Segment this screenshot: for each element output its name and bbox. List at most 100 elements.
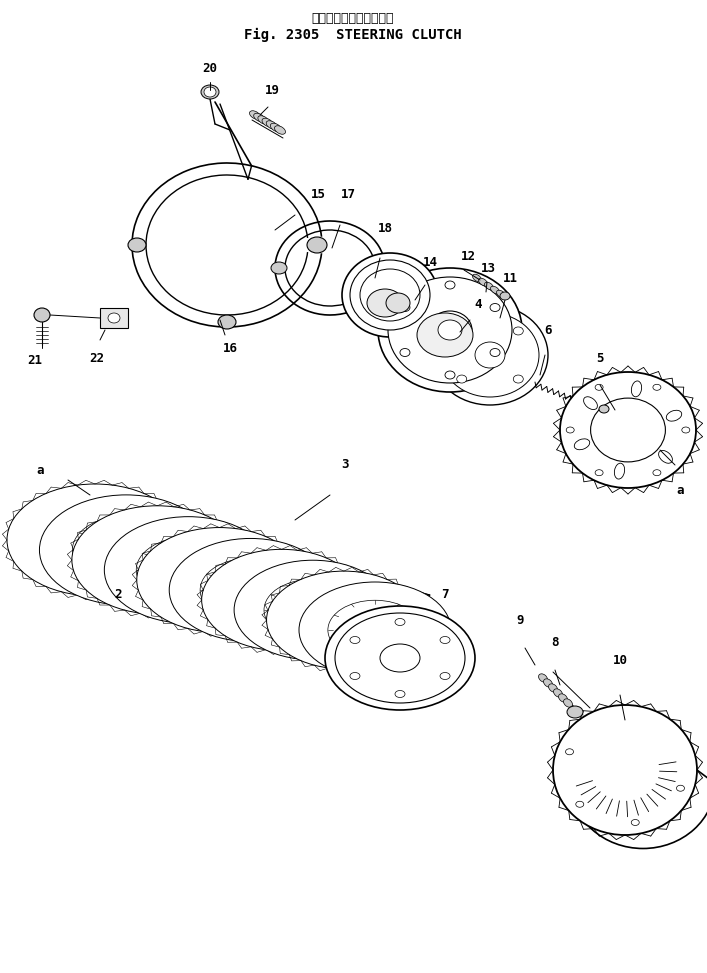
Text: 16: 16 <box>223 342 238 354</box>
Text: 18: 18 <box>378 222 392 234</box>
Text: 3: 3 <box>341 458 349 472</box>
Ellipse shape <box>201 550 362 651</box>
Ellipse shape <box>440 636 450 643</box>
Ellipse shape <box>631 819 639 825</box>
Text: Fig. 2305  STEERING CLUTCH: Fig. 2305 STEERING CLUTCH <box>244 28 462 42</box>
Ellipse shape <box>250 111 260 120</box>
Ellipse shape <box>335 613 465 703</box>
Text: 17: 17 <box>341 189 356 201</box>
Ellipse shape <box>496 290 506 298</box>
Text: 10: 10 <box>612 654 628 667</box>
Ellipse shape <box>350 672 360 679</box>
Ellipse shape <box>242 575 322 626</box>
Ellipse shape <box>554 689 563 698</box>
Ellipse shape <box>614 463 624 479</box>
Ellipse shape <box>234 560 392 660</box>
Ellipse shape <box>218 315 236 329</box>
Ellipse shape <box>539 674 547 682</box>
Ellipse shape <box>395 619 405 626</box>
Ellipse shape <box>566 749 573 755</box>
Ellipse shape <box>559 694 568 703</box>
Ellipse shape <box>417 313 473 357</box>
Ellipse shape <box>299 582 451 678</box>
Ellipse shape <box>386 293 410 313</box>
Ellipse shape <box>72 516 180 584</box>
Text: 5: 5 <box>596 351 604 365</box>
Ellipse shape <box>566 427 574 433</box>
Ellipse shape <box>342 253 438 337</box>
Ellipse shape <box>428 311 472 349</box>
Ellipse shape <box>682 427 690 433</box>
Ellipse shape <box>653 384 661 390</box>
Ellipse shape <box>307 237 327 253</box>
Ellipse shape <box>200 559 301 622</box>
Ellipse shape <box>34 308 50 322</box>
Ellipse shape <box>115 533 200 587</box>
Text: 8: 8 <box>551 635 559 648</box>
Ellipse shape <box>563 699 573 707</box>
Ellipse shape <box>513 327 523 335</box>
Ellipse shape <box>491 286 499 294</box>
Ellipse shape <box>204 87 216 97</box>
Ellipse shape <box>490 348 500 356</box>
Text: 6: 6 <box>544 323 551 337</box>
Ellipse shape <box>169 538 332 641</box>
Ellipse shape <box>479 278 487 286</box>
Ellipse shape <box>40 495 213 605</box>
Ellipse shape <box>7 484 183 596</box>
Ellipse shape <box>274 126 286 134</box>
Text: 20: 20 <box>202 61 218 75</box>
Text: 2: 2 <box>115 589 122 601</box>
Ellipse shape <box>653 470 661 476</box>
Ellipse shape <box>264 579 361 641</box>
Ellipse shape <box>108 313 120 323</box>
Ellipse shape <box>666 411 682 421</box>
Ellipse shape <box>560 372 696 488</box>
Text: 22: 22 <box>90 351 105 365</box>
Ellipse shape <box>201 85 219 99</box>
Ellipse shape <box>590 398 665 462</box>
Ellipse shape <box>575 801 584 808</box>
Ellipse shape <box>51 512 139 568</box>
Ellipse shape <box>72 506 243 614</box>
Ellipse shape <box>599 405 609 413</box>
Ellipse shape <box>595 470 603 476</box>
Ellipse shape <box>549 684 557 692</box>
Text: 11: 11 <box>503 271 518 284</box>
Ellipse shape <box>271 262 287 274</box>
Text: 13: 13 <box>481 263 496 275</box>
Ellipse shape <box>544 679 552 687</box>
Ellipse shape <box>136 537 240 603</box>
Ellipse shape <box>325 606 475 710</box>
Text: 15: 15 <box>310 189 325 201</box>
Ellipse shape <box>553 705 697 835</box>
Text: 19: 19 <box>264 84 279 96</box>
Ellipse shape <box>128 238 146 252</box>
Ellipse shape <box>380 644 420 672</box>
Ellipse shape <box>105 517 272 624</box>
Ellipse shape <box>267 571 421 668</box>
Ellipse shape <box>178 554 261 606</box>
Ellipse shape <box>378 268 522 392</box>
Ellipse shape <box>445 281 455 289</box>
Ellipse shape <box>659 450 672 463</box>
Ellipse shape <box>400 304 410 311</box>
Ellipse shape <box>350 636 360 643</box>
Ellipse shape <box>457 375 467 383</box>
Ellipse shape <box>438 320 462 340</box>
Ellipse shape <box>432 305 548 405</box>
Text: ステアリング　クラッチ: ステアリング クラッチ <box>312 12 395 25</box>
Ellipse shape <box>500 292 510 300</box>
Ellipse shape <box>328 600 422 660</box>
Ellipse shape <box>513 375 523 383</box>
Ellipse shape <box>136 527 302 632</box>
Ellipse shape <box>400 348 410 356</box>
Ellipse shape <box>350 260 430 330</box>
Text: 21: 21 <box>28 353 42 367</box>
Polygon shape <box>100 308 128 328</box>
Ellipse shape <box>567 706 583 718</box>
Ellipse shape <box>595 384 603 390</box>
Text: 7: 7 <box>441 589 449 601</box>
Ellipse shape <box>441 313 539 397</box>
Text: 9: 9 <box>516 614 524 627</box>
